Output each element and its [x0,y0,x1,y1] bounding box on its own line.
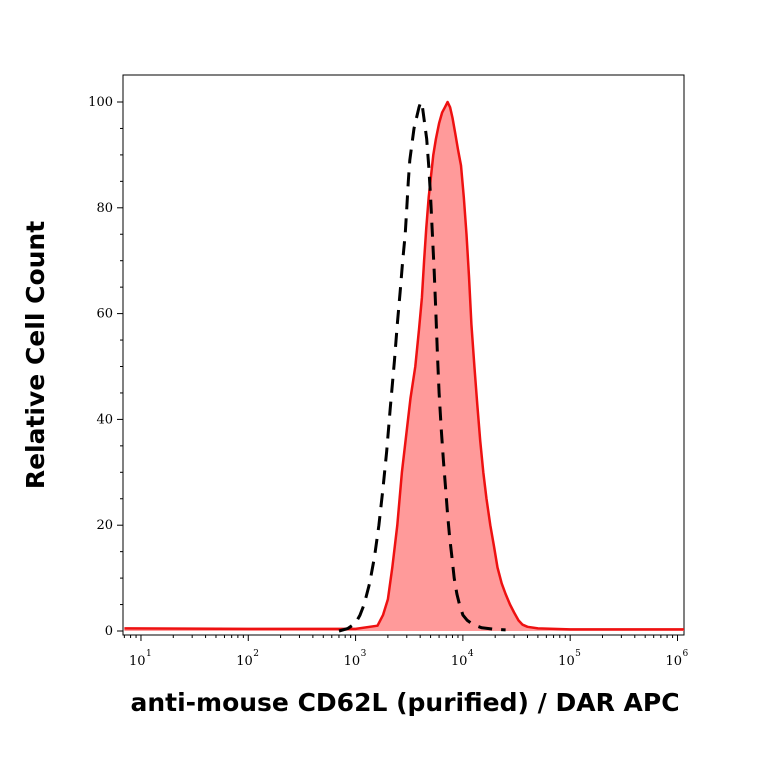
x-axis-title: anti-mouse CD62L (purified) / DAR APC [130,688,679,717]
x-tick-exponent: 6 [682,649,688,659]
series-fill-layer [124,102,684,631]
y-tick-label: 60 [96,307,113,322]
x-axis-ticks: 10 1 10 2 10 3 10 4 10 5 10 6 [123,635,688,669]
x-tick-label: 10 [344,654,361,669]
x-tick-label: 10 [665,654,682,669]
x-tick-exponent: 1 [146,649,152,659]
y-tick-label: 0 [105,624,113,639]
plot-frame [122,74,685,636]
x-tick-exponent: 2 [253,649,259,659]
series-line-layer [124,100,684,633]
y-axis-title: Relative Cell Count [21,221,50,489]
x-tick-label: 10 [558,654,575,669]
y-axis-ticks: 0 20 40 60 80 100 [88,95,123,639]
x-tick-label: 10 [451,654,468,669]
series-0-line [124,100,684,631]
x-tick-label: 10 [129,654,146,669]
series-1-dashed-line [338,100,506,633]
y-tick-label: 20 [96,518,113,533]
x-tick-label: 10 [236,654,253,669]
x-tick-exponent: 5 [575,649,581,659]
x-tick-exponent: 4 [468,649,474,659]
x-tick-exponent: 3 [361,649,367,659]
series-0-area [124,102,684,631]
y-tick-label: 40 [96,412,113,427]
y-tick-label: 100 [88,95,113,110]
y-tick-label: 80 [96,201,113,216]
